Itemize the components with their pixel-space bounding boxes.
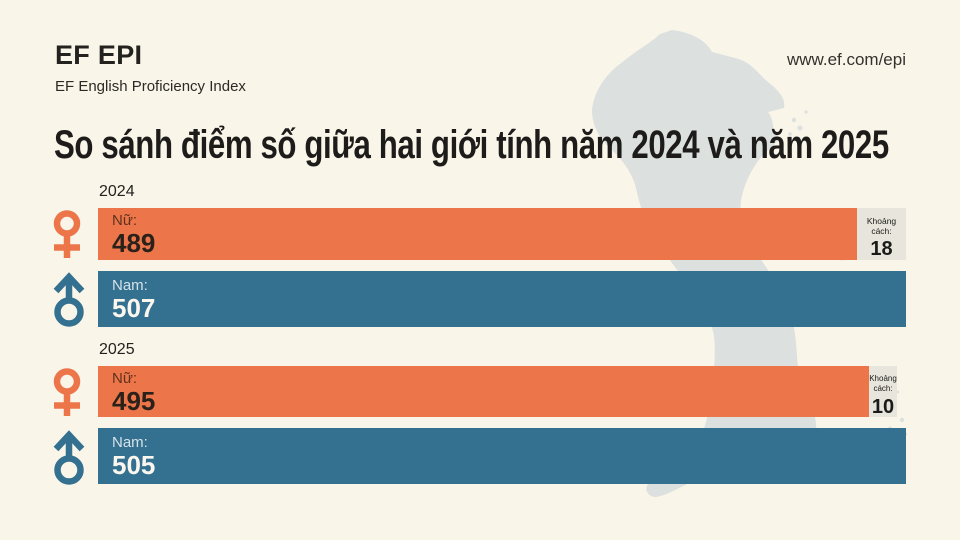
male-icon (53, 430, 85, 485)
bar-label: Nam: (112, 434, 148, 451)
bar-value: 495 (112, 386, 156, 416)
website-link[interactable]: www.ef.com/epi (786, 50, 906, 69)
bar-female-2025: Nữ: 495 (98, 366, 869, 417)
bar-male-2025: Nam: 505 (98, 428, 906, 484)
gap-value: 18 (870, 238, 893, 260)
bar-value: 505 (112, 450, 156, 480)
female-icon (53, 368, 81, 416)
ef-logo-subtitle: EF English Proficiency Index (55, 78, 246, 95)
year-label-2025: 2025 (99, 341, 135, 358)
gap-label: Khoảng cách: (866, 216, 897, 236)
year-label-2024: 2024 (99, 183, 135, 200)
female-icon (53, 210, 81, 258)
gap-label: Khoảng cách: (869, 374, 897, 393)
ef-logo: EF EPI EF English Proficiency Index (55, 40, 246, 95)
ef-logo-title: EF EPI (55, 40, 143, 70)
gap-box-2024: Khoảng cách: 18 (857, 208, 906, 260)
bar-value: 489 (112, 228, 156, 258)
bar-female-2024: Nữ: 489 (98, 208, 857, 260)
bar-male-2024: Nam: 507 (98, 271, 906, 327)
bar-label: Nữ: (112, 370, 138, 387)
page-title: So sánh điểm số giữa hai giới tính năm 2… (54, 123, 889, 167)
bar-label: Nữ: (112, 212, 138, 229)
male-icon (53, 272, 85, 327)
gap-value: 10 (871, 396, 895, 418)
bar-label: Nam: (112, 277, 148, 294)
gap-box-2025: Khoảng cách: 10 (869, 366, 897, 418)
bar-value: 507 (112, 293, 156, 323)
